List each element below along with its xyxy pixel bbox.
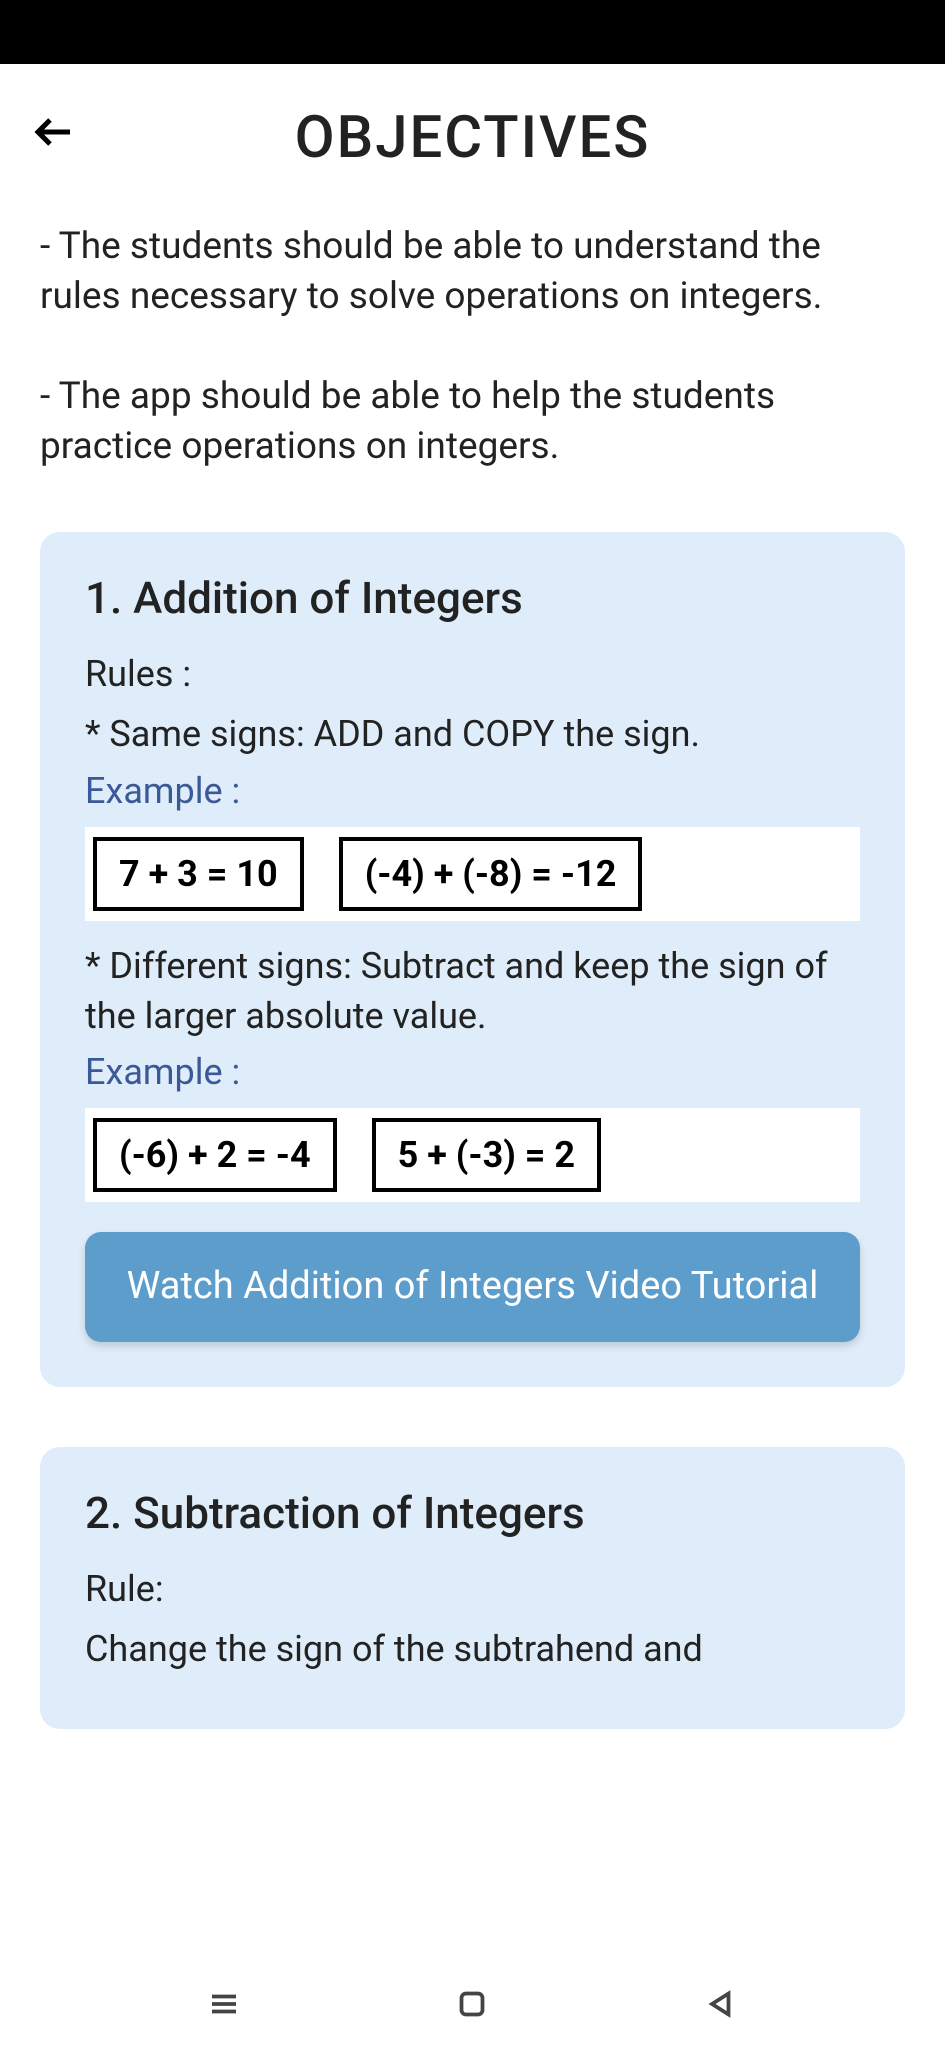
objective-2: - The app should be able to help the stu…: [40, 372, 905, 472]
addition-card: 1. Addition of Integers Rules : * Same s…: [40, 532, 905, 1387]
example-row-1: 7 + 3 = 10 (-4) + (-8) = -12: [85, 827, 860, 921]
header: OBJECTIVES: [0, 64, 945, 202]
rule-different-signs: * Different signs: Subtract and keep the…: [85, 941, 860, 1042]
status-bar: [0, 0, 945, 64]
menu-icon[interactable]: [206, 1986, 242, 2026]
example-row-2: (-6) + 2 = -4 5 + (-3) = 2: [85, 1108, 860, 1202]
card-title-subtraction: 2. Subtraction of Integers: [85, 1487, 860, 1539]
example-box: (-4) + (-8) = -12: [339, 837, 643, 911]
rule-same-signs: * Same signs: ADD and COPY the sign.: [85, 709, 860, 759]
back-arrow-icon[interactable]: [30, 108, 78, 168]
back-nav-icon[interactable]: [703, 1986, 739, 2026]
rule-subtraction: Change the sign of the subtrahend and: [85, 1624, 860, 1674]
card-title-addition: 1. Addition of Integers: [85, 572, 860, 624]
example-box: 7 + 3 = 10: [93, 837, 304, 911]
navigation-bar: [0, 1963, 945, 2048]
content-area: - The students should be able to underst…: [0, 202, 945, 1809]
example-label-1: Example :: [85, 770, 860, 812]
example-box: (-6) + 2 = -4: [93, 1118, 337, 1192]
rules-label: Rules :: [85, 649, 860, 699]
watch-video-button[interactable]: Watch Addition of Integers Video Tutoria…: [85, 1232, 860, 1341]
subtraction-card: 2. Subtraction of Integers Rule: Change …: [40, 1447, 905, 1730]
example-label-2: Example :: [85, 1051, 860, 1093]
objective-1: - The students should be able to underst…: [40, 222, 905, 322]
example-box: 5 + (-3) = 2: [372, 1118, 601, 1192]
rules-label: Rule:: [85, 1564, 860, 1614]
page-title: OBJECTIVES: [30, 104, 915, 172]
home-icon[interactable]: [454, 1986, 490, 2026]
